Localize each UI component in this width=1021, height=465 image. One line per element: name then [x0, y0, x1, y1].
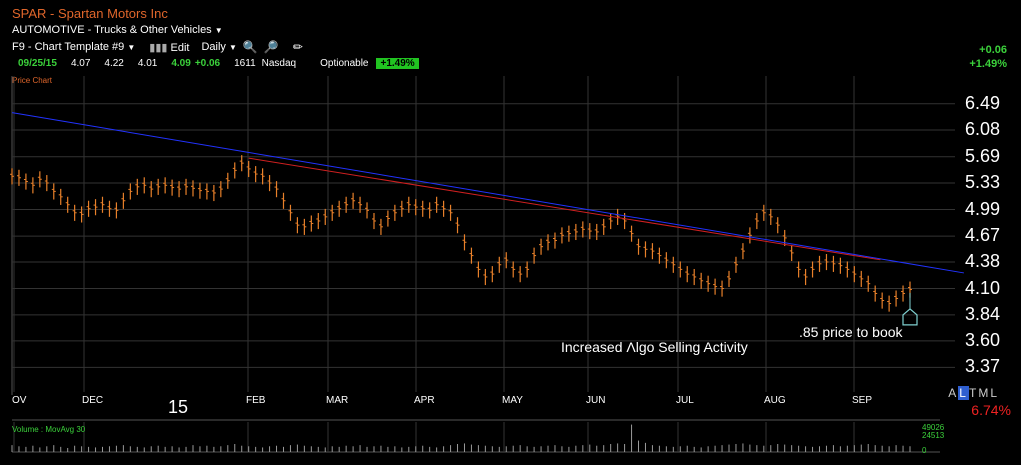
range-pct: 6.74%	[971, 402, 1011, 418]
range-l[interactable]: L	[958, 386, 969, 400]
quote-optionable: Optionable	[320, 58, 369, 69]
quote-date: 09/25/15	[18, 58, 57, 69]
year-label: 15	[168, 397, 189, 417]
y-tick-label: 5.33	[964, 172, 1000, 192]
zoom-out-icon[interactable]: 🔎	[263, 40, 279, 54]
industry-dropdown[interactable]: AUTOMOTIVE - Trucks & Other Vehicles ▼	[12, 24, 223, 36]
volume-scale-mid: 24513	[922, 431, 945, 440]
draw-pen-icon[interactable]: ✏	[292, 40, 303, 54]
chart-header: SPAR - Spartan Motors Inc AUTOMOTIVE - T…	[0, 0, 1021, 75]
range-selector: ALTML	[948, 386, 999, 400]
x-tick-label: MAY	[502, 395, 523, 406]
x-tick-label: AUG	[764, 395, 786, 406]
price-chart-label: Price Chart	[12, 76, 53, 85]
zoom-in-icon[interactable]: 🔍	[242, 40, 258, 54]
chevron-down-icon: ▼	[229, 43, 237, 52]
y-tick-label: 6.08	[964, 119, 1000, 140]
x-tick-label: MAR	[326, 395, 349, 406]
quote-high: 4.22	[104, 58, 124, 69]
y-tick-label: 3.84	[964, 303, 1000, 324]
edit-button[interactable]: ▮▮▮ Edit	[149, 41, 189, 54]
quote-exchange: Nasdaq	[261, 58, 297, 69]
right-change-block: +0.06 +1.49%	[969, 43, 1007, 71]
x-tick-label: APR	[414, 395, 435, 406]
y-tick-label: 4.67	[964, 225, 1000, 246]
annotation-algo-selling: Increased Λlgo Selling Activity	[561, 339, 748, 355]
y-tick-label: 3.60	[964, 329, 1000, 350]
trendline-red	[248, 157, 881, 261]
chevron-down-icon: ▼	[214, 26, 223, 35]
volume-scale-zero: 0	[922, 446, 927, 455]
template-dropdown[interactable]: F9 - Chart Template #9 ▼	[12, 41, 135, 53]
period-dropdown[interactable]: Daily ▼	[201, 41, 236, 53]
x-tick-label: JUL	[676, 395, 694, 406]
range-a[interactable]: A	[948, 386, 959, 400]
right-pct: +1.49%	[969, 58, 1007, 70]
edit-label: Edit	[170, 41, 190, 54]
x-tick-label: DEC	[82, 395, 104, 406]
volume-label: Volume : MovAvg 30	[12, 425, 86, 434]
right-change: +0.06	[979, 44, 1007, 56]
bar-chart-icon: ▮▮▮	[149, 41, 168, 54]
volume-scale-top: 49026	[922, 423, 945, 432]
price-marker-icon	[902, 308, 918, 326]
template-label: F9 - Chart Template #9	[12, 41, 125, 53]
quote-volume: 1611	[234, 58, 256, 69]
quote-pct-badge: +1.49%	[376, 58, 419, 69]
range-t[interactable]: T	[968, 386, 979, 400]
chevron-down-icon: ▼	[127, 43, 136, 52]
x-tick-label: OV	[12, 395, 27, 406]
quote-line: 09/25/15 4.07 4.22 4.01 4.09 +0.06 1611 …	[18, 58, 433, 69]
x-tick-label: SEP	[852, 395, 873, 406]
quote-open: 4.07	[70, 58, 91, 69]
quote-change: +0.06	[194, 58, 221, 69]
range-m[interactable]: M	[978, 386, 991, 400]
y-tick-label: 3.37	[964, 356, 1000, 377]
x-tick-label: JUN	[586, 395, 606, 406]
quote-close: 4.09	[171, 58, 191, 69]
y-tick-label: 5.69	[964, 145, 1000, 166]
ticker-title: SPAR - Spartan Motors Inc	[12, 6, 168, 21]
quote-low: 4.01	[137, 58, 158, 69]
y-tick-label: 6.49	[964, 92, 1000, 113]
y-tick-label: 4.99	[964, 198, 1000, 219]
y-tick-label: 4.10	[964, 277, 1000, 298]
x-tick-label: FEB	[246, 395, 266, 406]
y-tick-label: 4.38	[964, 250, 1000, 271]
toolbar: F9 - Chart Template #9 ▼ ▮▮▮ Edit Daily …	[12, 40, 303, 54]
period-label: Daily	[201, 41, 226, 53]
industry-label: AUTOMOTIVE - Trucks & Other Vehicles	[12, 24, 212, 36]
range-l2[interactable]: L	[990, 386, 999, 400]
annotation-price-to-book: .85 price to book	[799, 324, 903, 340]
trendline-blue	[11, 112, 965, 274]
